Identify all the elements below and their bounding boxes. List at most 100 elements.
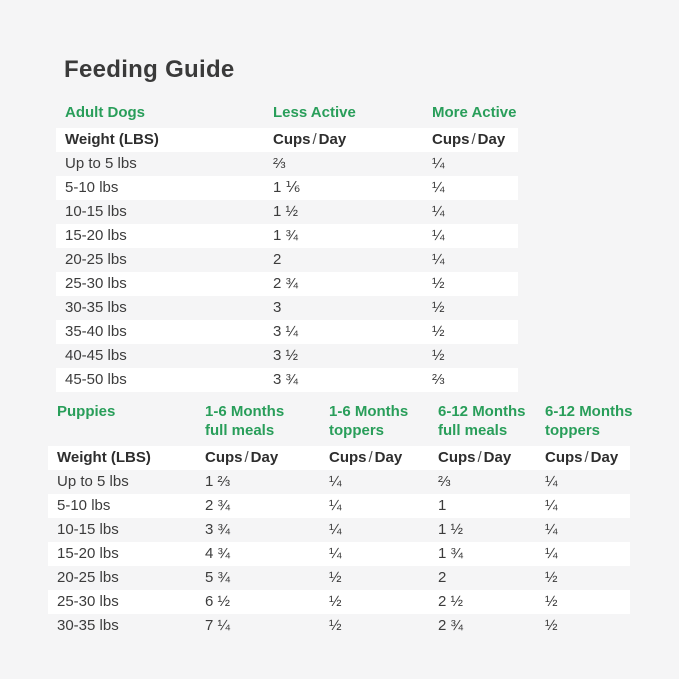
weight-cell: 20-25 lbs bbox=[65, 251, 127, 268]
cups-label: Cups bbox=[432, 131, 470, 148]
cups-per-day-header: Cups / Day bbox=[329, 446, 438, 470]
weight-cell: 10-15 lbs bbox=[65, 203, 127, 220]
weight-cell: 30-35 lbs bbox=[57, 617, 119, 634]
slash-separator: / bbox=[477, 449, 482, 466]
table-row: 5-10 lbs 1 ⅙ ¼ bbox=[56, 176, 518, 200]
value-cell: ¼ bbox=[545, 473, 558, 490]
value-cell: 4 ¾ bbox=[205, 545, 231, 562]
value-cell: 5 ¾ bbox=[205, 569, 231, 586]
weight-header: Weight (LBS) bbox=[65, 131, 159, 148]
header-line2: full meals bbox=[438, 422, 508, 439]
header-line1: 1-6 Months bbox=[205, 403, 285, 420]
cups-per-day-header: Cups / Day bbox=[205, 446, 329, 470]
weight-cell: 45-50 lbs bbox=[65, 371, 127, 388]
page-title: Feeding Guide bbox=[64, 56, 235, 83]
value-cell: ¼ bbox=[329, 497, 342, 514]
table-row: 45-50 lbs 3 ¾ ⅔ bbox=[56, 368, 518, 392]
value-cell: 3 ¾ bbox=[205, 521, 231, 538]
adult-section-header-row: Adult Dogs Less Active More Active bbox=[56, 101, 518, 125]
value-cell: ⅔ bbox=[273, 155, 286, 172]
table-row: 20-25 lbs 2 ¼ bbox=[56, 248, 518, 272]
less-active-header: Less Active bbox=[273, 104, 356, 121]
weight-cell: 25-30 lbs bbox=[57, 593, 119, 610]
value-cell: ½ bbox=[432, 347, 445, 364]
value-cell: 6 ½ bbox=[205, 593, 231, 610]
slash-separator: / bbox=[368, 449, 373, 466]
value-cell: 1 ⅙ bbox=[273, 179, 301, 196]
weight-cell: 25-30 lbs bbox=[65, 275, 127, 292]
slash-separator: / bbox=[584, 449, 589, 466]
value-cell: 1 ½ bbox=[438, 521, 464, 538]
puppies-section-header-row: Puppies 1-6 Months full meals 1-6 Months… bbox=[48, 402, 633, 440]
table-row: 30-35 lbs 3 ½ bbox=[56, 296, 518, 320]
value-cell: 3 ¼ bbox=[273, 323, 299, 340]
value-cell: 2 ¾ bbox=[205, 497, 231, 514]
value-cell: ¼ bbox=[329, 521, 342, 538]
weight-header: Weight (LBS) bbox=[57, 449, 151, 466]
value-cell: 2 bbox=[273, 251, 282, 268]
puppies-table: Puppies 1-6 Months full meals 1-6 Months… bbox=[48, 402, 633, 638]
cups-per-day-header: Cups / Day bbox=[545, 446, 630, 470]
header-1-6-months-toppers: 1-6 Months toppers bbox=[329, 402, 438, 440]
value-cell: ¼ bbox=[432, 179, 445, 196]
slash-separator: / bbox=[244, 449, 249, 466]
header-line1: 1-6 Months bbox=[329, 403, 409, 420]
table-row: 35-40 lbs 3 ¼ ½ bbox=[56, 320, 518, 344]
day-label: Day bbox=[590, 449, 619, 466]
value-cell: 2 bbox=[438, 569, 447, 586]
cups-per-day-header: Cups / Day bbox=[438, 446, 545, 470]
value-cell: ½ bbox=[432, 323, 445, 340]
weight-cell: 15-20 lbs bbox=[57, 545, 119, 562]
value-cell: ¼ bbox=[329, 545, 342, 562]
adult-rows: Weight (LBS) Cups / Day Cups / Day Up to 5 lbs ⅔… bbox=[56, 128, 518, 392]
value-cell: 2 ¾ bbox=[438, 617, 464, 634]
value-cell: 1 ⅔ bbox=[205, 473, 231, 490]
weight-cell: 40-45 lbs bbox=[65, 347, 127, 364]
weight-cell: 20-25 lbs bbox=[57, 569, 119, 586]
day-label: Day bbox=[483, 449, 512, 466]
cups-per-day-header: Cups / Day bbox=[273, 128, 432, 152]
weight-cell: Up to 5 lbs bbox=[57, 473, 129, 490]
value-cell: ½ bbox=[329, 617, 342, 634]
cups-label: Cups bbox=[545, 449, 583, 466]
header-1-6-months-full-meals: 1-6 Months full meals bbox=[205, 402, 329, 440]
cups-label: Cups bbox=[329, 449, 367, 466]
value-cell: ¼ bbox=[545, 497, 558, 514]
table-row: 20-25 lbs 5 ¾ ½ 2 ½ bbox=[48, 566, 630, 590]
value-cell: ⅔ bbox=[438, 473, 451, 490]
value-cell: ½ bbox=[329, 569, 342, 586]
table-row: Up to 5 lbs ⅔ ¼ bbox=[56, 152, 518, 176]
day-label: Day bbox=[374, 449, 403, 466]
table-row: 15-20 lbs 4 ¾ ¼ 1 ¾ ¼ bbox=[48, 542, 630, 566]
adult-dogs-table: Adult Dogs Less Active More Active Weigh… bbox=[56, 101, 518, 392]
value-cell: 7 ¼ bbox=[205, 617, 231, 634]
cups-label: Cups bbox=[273, 131, 311, 148]
header-line2: full meals bbox=[205, 422, 275, 439]
value-cell: ¼ bbox=[432, 155, 445, 172]
day-label: Day bbox=[318, 131, 347, 148]
value-cell: 3 bbox=[273, 299, 282, 316]
value-cell: ½ bbox=[545, 593, 558, 610]
value-cell: 3 ¾ bbox=[273, 371, 299, 388]
header-line1: 6-12 Months bbox=[438, 403, 526, 420]
table-row: 30-35 lbs 7 ¼ ½ 2 ¾ ½ bbox=[48, 614, 630, 638]
table-row: 15-20 lbs 1 ¾ ¼ bbox=[56, 224, 518, 248]
puppies-rows: Weight (LBS) Cups / Day Cups / Day Cups / Day Cups… bbox=[48, 446, 630, 638]
value-cell: ½ bbox=[545, 617, 558, 634]
weight-cell: 35-40 lbs bbox=[65, 323, 127, 340]
adult-dogs-label: Adult Dogs bbox=[65, 104, 145, 121]
slash-separator: / bbox=[312, 131, 317, 148]
value-cell: ¼ bbox=[545, 521, 558, 538]
more-active-header: More Active bbox=[432, 104, 517, 121]
unit-header-row: Weight (LBS) Cups / Day Cups / Day bbox=[56, 128, 518, 152]
table-row: 40-45 lbs 3 ½ ½ bbox=[56, 344, 518, 368]
value-cell: ½ bbox=[329, 593, 342, 610]
value-cell: 1 ¾ bbox=[273, 227, 299, 244]
value-cell: 1 bbox=[438, 497, 447, 514]
puppies-label: Puppies bbox=[57, 403, 116, 420]
table-row: 5-10 lbs 2 ¾ ¼ 1 ¼ bbox=[48, 494, 630, 518]
header-6-12-months-full-meals: 6-12 Months full meals bbox=[438, 402, 545, 440]
weight-cell: Up to 5 lbs bbox=[65, 155, 137, 172]
value-cell: ¼ bbox=[329, 473, 342, 490]
